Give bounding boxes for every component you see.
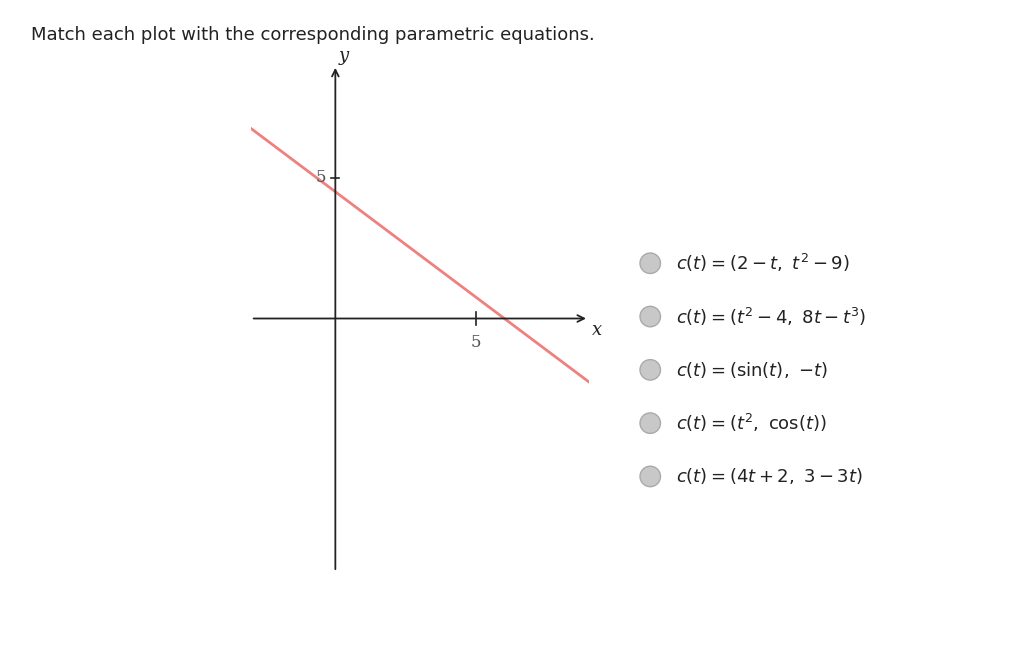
Text: y: y <box>339 47 349 65</box>
Text: 5: 5 <box>316 169 327 186</box>
Text: $c(t) = (\mathrm{sin}(t),\ {-t})$: $c(t) = (\mathrm{sin}(t),\ {-t})$ <box>676 360 827 380</box>
Text: Match each plot with the corresponding parametric equations.: Match each plot with the corresponding p… <box>31 26 595 44</box>
Text: x: x <box>592 320 602 339</box>
Text: 5: 5 <box>471 333 481 351</box>
Text: $c(t) = (4t + 2,\ 3 - 3t)$: $c(t) = (4t + 2,\ 3 - 3t)$ <box>676 467 862 486</box>
Text: $c(t) = (t^2,\ \mathrm{cos}(t))$: $c(t) = (t^2,\ \mathrm{cos}(t))$ <box>676 412 826 434</box>
Text: $c(t) = (2 - t,\ t^2 - 9)$: $c(t) = (2 - t,\ t^2 - 9)$ <box>676 252 850 274</box>
Text: $c(t) = (t^2 - 4,\ 8t - t^3)$: $c(t) = (t^2 - 4,\ 8t - t^3)$ <box>676 306 866 328</box>
